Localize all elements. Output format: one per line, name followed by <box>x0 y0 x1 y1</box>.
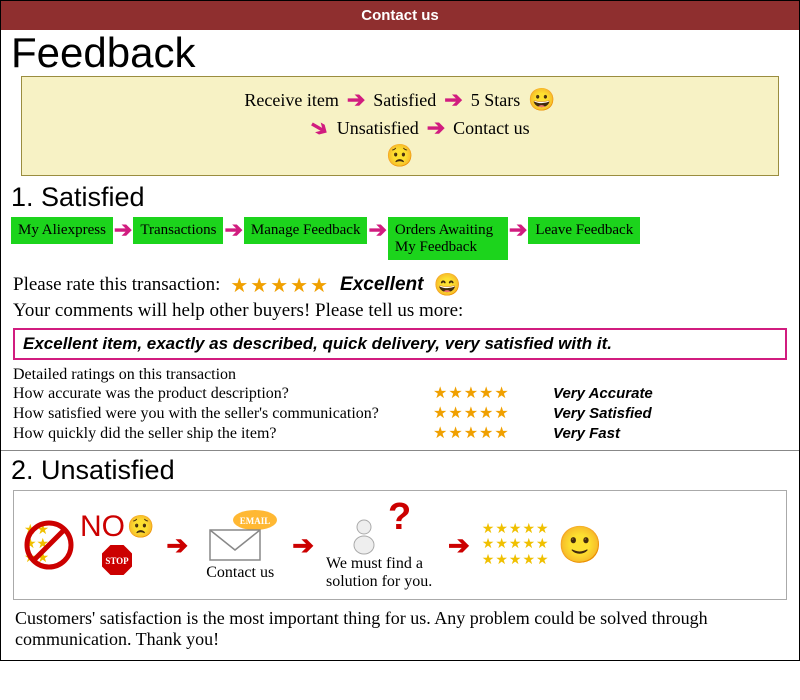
flow-contact-us: Contact us <box>453 118 530 139</box>
unsatisfied-box: ★★ ★★ ★★ NO 😟 STOP ➔ <box>13 490 787 600</box>
arrow-icon: ➔ <box>224 217 242 243</box>
header-bar: Contact us <box>1 1 799 30</box>
arrow-icon: ➔ <box>292 530 314 561</box>
rating-question: How satisfied were you with the seller's… <box>13 404 433 424</box>
arrow-icon: ➔ <box>444 87 462 113</box>
svg-text:?: ? <box>388 499 411 538</box>
rate-prompt: Please rate this transaction: <box>13 274 220 296</box>
result-cluster: ★★★★★ ★★★★★ ★★★★★ 🙂 <box>482 522 603 568</box>
detailed-heading: Detailed ratings on this transaction <box>13 366 787 384</box>
step-box: Transactions <box>133 217 223 244</box>
page-title: Feedback <box>1 30 799 76</box>
worried-icon: 😟 <box>127 514 154 540</box>
flow-five-stars: 5 Stars <box>471 90 521 111</box>
rating-row: How accurate was the product description… <box>13 384 787 404</box>
stars-icon: ★★★★★ <box>433 384 553 404</box>
arrow-icon: ➔ <box>347 87 365 113</box>
rating-question: How quickly did the seller ship the item… <box>13 424 433 444</box>
page-container: Contact us Feedback Receive item ➔ Satis… <box>0 0 800 661</box>
contact-label: Contact us <box>206 564 274 582</box>
help-text: Your comments will help other buyers! Pl… <box>1 298 799 324</box>
flow-unsatisfied: Unsatisfied <box>337 118 419 139</box>
footer-text: Customers' satisfaction is the most impo… <box>1 608 799 660</box>
arrow-diag-icon: ➔ <box>305 112 334 144</box>
step-box: Orders Awaiting My Feedback <box>388 217 508 260</box>
rating-label: Very Accurate <box>553 385 653 404</box>
flow-satisfied: Satisfied <box>373 90 436 111</box>
satisfied-heading: 1. Satisfied <box>1 182 799 213</box>
prohibited-stars-icon: ★★ ★★ ★★ <box>22 518 76 572</box>
smile-icon: 😀 <box>528 87 555 113</box>
flow-row-1: Receive item ➔ Satisfied ➔ 5 Stars 😀 <box>32 87 768 113</box>
smile-icon: 🙂 <box>558 524 603 566</box>
detailed-ratings: Detailed ratings on this transaction How… <box>1 364 799 450</box>
email-text: EMAIL <box>240 516 271 526</box>
star-grid: ★★★★★ ★★★★★ ★★★★★ <box>482 522 550 568</box>
contact-cluster: EMAIL Contact us <box>200 508 280 582</box>
feedback-flow-box: Receive item ➔ Satisfied ➔ 5 Stars 😀 ➔ U… <box>21 76 779 176</box>
unsatisfied-heading: 2. Unsatisfied <box>1 455 799 486</box>
arrow-icon: ➔ <box>114 217 132 243</box>
comment-box: Excellent item, exactly as described, qu… <box>13 328 787 360</box>
rating-label: Very Fast <box>553 425 620 444</box>
arrow-icon: ➔ <box>448 530 470 561</box>
satisfied-steps: My Aliexpress ➔ Transactions ➔ Manage Fe… <box>1 213 799 264</box>
rate-row: Please rate this transaction: ★★★★★ Exce… <box>1 272 799 298</box>
stop-sign-icon: STOP <box>99 542 135 578</box>
divider <box>1 450 799 451</box>
arrow-icon: ➔ <box>509 217 527 243</box>
stars-icon: ★★★★★ <box>433 404 553 424</box>
rating-question: How accurate was the product description… <box>13 384 433 404</box>
solution-label: We must find a solution for you. <box>326 555 436 591</box>
flow-row-3: 😟 <box>32 143 768 169</box>
arrow-icon: ➔ <box>368 217 386 243</box>
rating-row: How quickly did the seller ship the item… <box>13 424 787 444</box>
excellent-label: Excellent <box>340 274 423 296</box>
stars-icon: ★★★★★ <box>433 424 553 444</box>
no-stars-cluster: ★★ ★★ ★★ NO 😟 STOP <box>22 512 154 578</box>
svg-text:STOP: STOP <box>106 556 130 566</box>
solution-cluster: ? We must find a solution for you. <box>326 499 436 591</box>
worried-icon: 😟 <box>386 143 413 169</box>
flow-row-2: ➔ Unsatisfied ➔ Contact us <box>72 115 768 141</box>
step-box: My Aliexpress <box>11 217 113 244</box>
no-label: NO <box>80 512 125 542</box>
flow-receive: Receive item <box>244 90 338 111</box>
rating-row: How satisfied were you with the seller's… <box>13 404 787 424</box>
step-box: Leave Feedback <box>528 217 640 244</box>
stars-icon: ★★★★★ <box>230 273 330 298</box>
step-box: Manage Feedback <box>244 217 368 244</box>
arrow-icon: ➔ <box>427 115 445 141</box>
rating-label: Very Satisfied <box>553 405 652 424</box>
arrow-icon: ➔ <box>166 530 188 561</box>
question-person-icon: ? <box>346 499 416 555</box>
grin-icon: 😄 <box>433 272 460 298</box>
email-icon: EMAIL <box>200 508 280 564</box>
header-title: Contact us <box>361 7 439 24</box>
